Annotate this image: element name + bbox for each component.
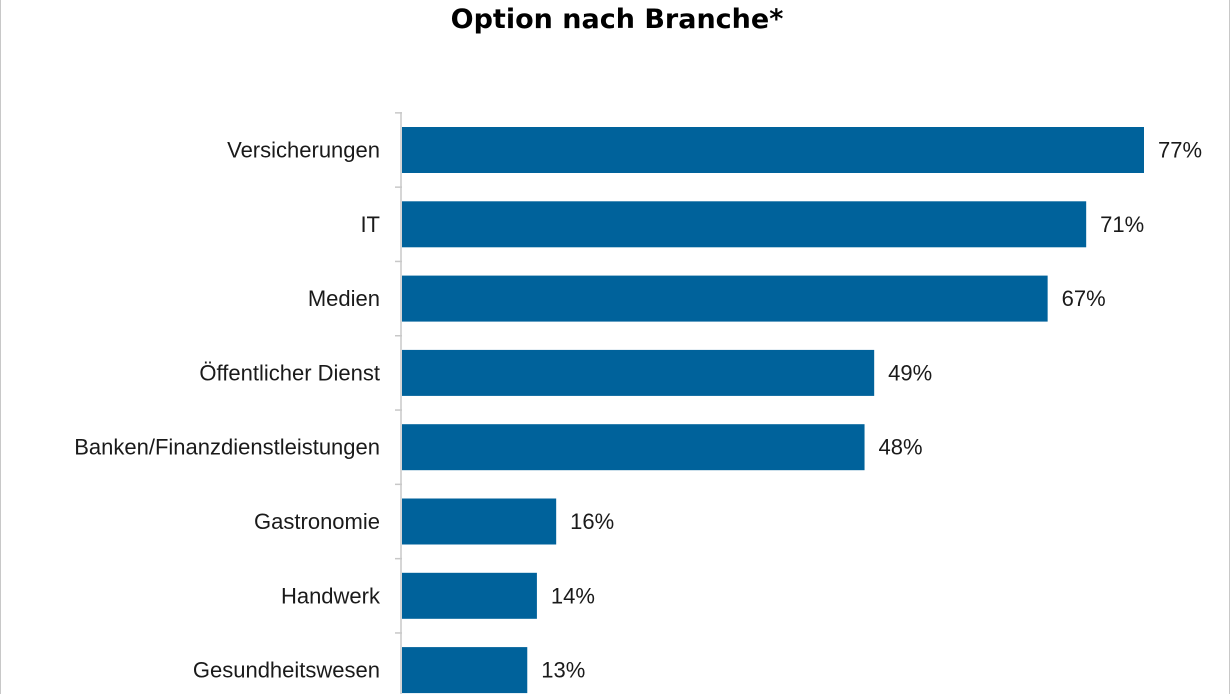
category-label: Versicherungen [227,138,380,163]
category-label: IT [360,212,380,237]
category-label: Handwerk [281,583,381,608]
bar [402,424,865,471]
category-label: Gesundheitswesen [193,658,380,683]
bar [402,275,1048,322]
value-label: 13% [541,658,585,683]
category-label: Öffentlicher Dienst [199,360,380,385]
bar [402,572,537,619]
bar [402,201,1087,248]
bar [402,349,875,396]
bar [402,127,1144,173]
value-label: 16% [570,509,614,534]
value-label: 77% [1158,138,1202,163]
value-label: 71% [1100,212,1144,237]
bar [402,498,557,545]
value-label: 14% [551,583,595,608]
value-label: 48% [879,435,923,460]
category-label: Medien [308,286,380,311]
value-label: 49% [888,360,932,385]
category-label: Banken/Finanzdienstleistungen [74,435,380,460]
y-axis-ticks [395,112,402,634]
bars [402,127,1144,694]
value-labels: 77% 71% 67% 49% 48% 16% 14% 13% [541,138,1202,683]
bar [402,647,528,694]
value-label: 67% [1062,286,1106,311]
category-labels: Versicherungen IT Medien Öffentlicher Diens… [74,138,381,683]
category-label: Gastronomie [254,509,380,534]
chart-title: Option nach Branche* [450,4,784,35]
